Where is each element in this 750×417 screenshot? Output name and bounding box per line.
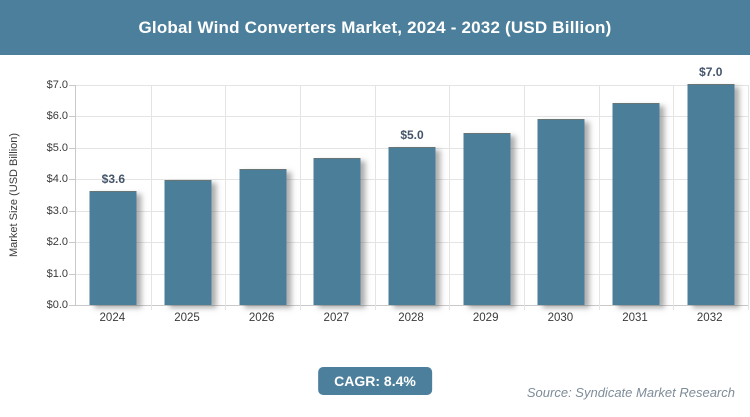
y-tick-mark <box>69 179 75 181</box>
x-axis: 2024 2025 2026 2027 2028 2029 2030 2031 2032 <box>75 312 747 330</box>
bar-2025 <box>164 179 212 305</box>
bar-slot <box>300 85 375 305</box>
x-tick-label: 2024 <box>99 312 126 324</box>
y-tick-label: $3.0 <box>46 204 68 217</box>
v-gridline <box>374 85 376 310</box>
y-tick-mark <box>69 273 75 275</box>
x-tick-label: 2029 <box>472 312 499 324</box>
bar-slot <box>524 85 599 305</box>
h-gridline <box>76 85 748 86</box>
v-gridline <box>449 85 451 310</box>
y-tick-mark <box>69 242 75 244</box>
bar-slot: $7.0 <box>673 65 748 305</box>
bar-2031 <box>612 102 660 305</box>
bar-2026 <box>239 168 287 305</box>
y-tick-label: $6.0 <box>46 110 68 123</box>
y-tick-label: $0.0 <box>46 299 68 311</box>
x-tick-label: 2026 <box>248 312 275 324</box>
bar-series: $3.6 $5.0 $7.0 <box>76 65 748 305</box>
y-axis-title: Market Size (USD Billion) <box>8 132 20 258</box>
bar-2027 <box>313 157 361 305</box>
bar-2030 <box>537 118 585 305</box>
bar-value-label: $5.0 <box>400 127 424 142</box>
y-tick-mark <box>69 210 75 212</box>
cagr-badge: CAGR: 8.4% <box>318 367 432 395</box>
bar-slot: $5.0 <box>375 85 450 305</box>
y-tick-mark <box>69 85 75 86</box>
bar-value-label: $7.0 <box>699 65 723 79</box>
v-gridline <box>150 85 152 310</box>
bar-slot: $3.6 <box>76 85 151 305</box>
bar-2029 <box>463 132 511 305</box>
y-tick-label: $1.0 <box>46 267 68 280</box>
v-gridline <box>524 85 525 310</box>
bar-slot <box>599 85 674 305</box>
x-tick-label: 2027 <box>323 312 350 324</box>
v-gridline <box>300 85 301 310</box>
y-tick-label: $4.0 <box>46 173 68 186</box>
v-gridline <box>748 85 749 310</box>
bar-2024 <box>89 190 137 305</box>
y-tick-label: $2.0 <box>46 236 68 249</box>
x-tick-label: 2025 <box>174 312 200 324</box>
y-tick-mark <box>69 305 75 306</box>
y-tick-mark <box>69 147 75 149</box>
y-tick-label: $5.0 <box>46 141 68 154</box>
source-credit: Source: Syndicate Market Research <box>526 385 735 400</box>
y-tick-label: $7.0 <box>46 79 68 91</box>
plot-area: $3.6 $5.0 $7.0 <box>75 65 749 310</box>
chart-title: Global Wind Converters Market, 2024 - 20… <box>138 17 612 37</box>
x-tick-label: 2031 <box>622 312 648 324</box>
v-gridline <box>598 85 600 310</box>
bar-slot <box>449 85 524 305</box>
bar-slot <box>225 85 300 305</box>
v-gridline <box>673 85 675 310</box>
chart-title-bar: Global Wind Converters Market, 2024 - 20… <box>0 0 750 55</box>
bar-slot <box>151 85 226 305</box>
bar-2028 <box>388 146 436 305</box>
bar-2032 <box>687 84 735 305</box>
v-gridline <box>225 85 227 310</box>
x-tick-label: 2032 <box>696 312 723 324</box>
x-tick-label: 2030 <box>547 312 574 324</box>
y-tick-mark <box>69 116 75 118</box>
x-tick-label: 2028 <box>398 312 424 324</box>
h-gridline <box>76 116 748 118</box>
bar-value-label: $3.6 <box>101 171 126 186</box>
